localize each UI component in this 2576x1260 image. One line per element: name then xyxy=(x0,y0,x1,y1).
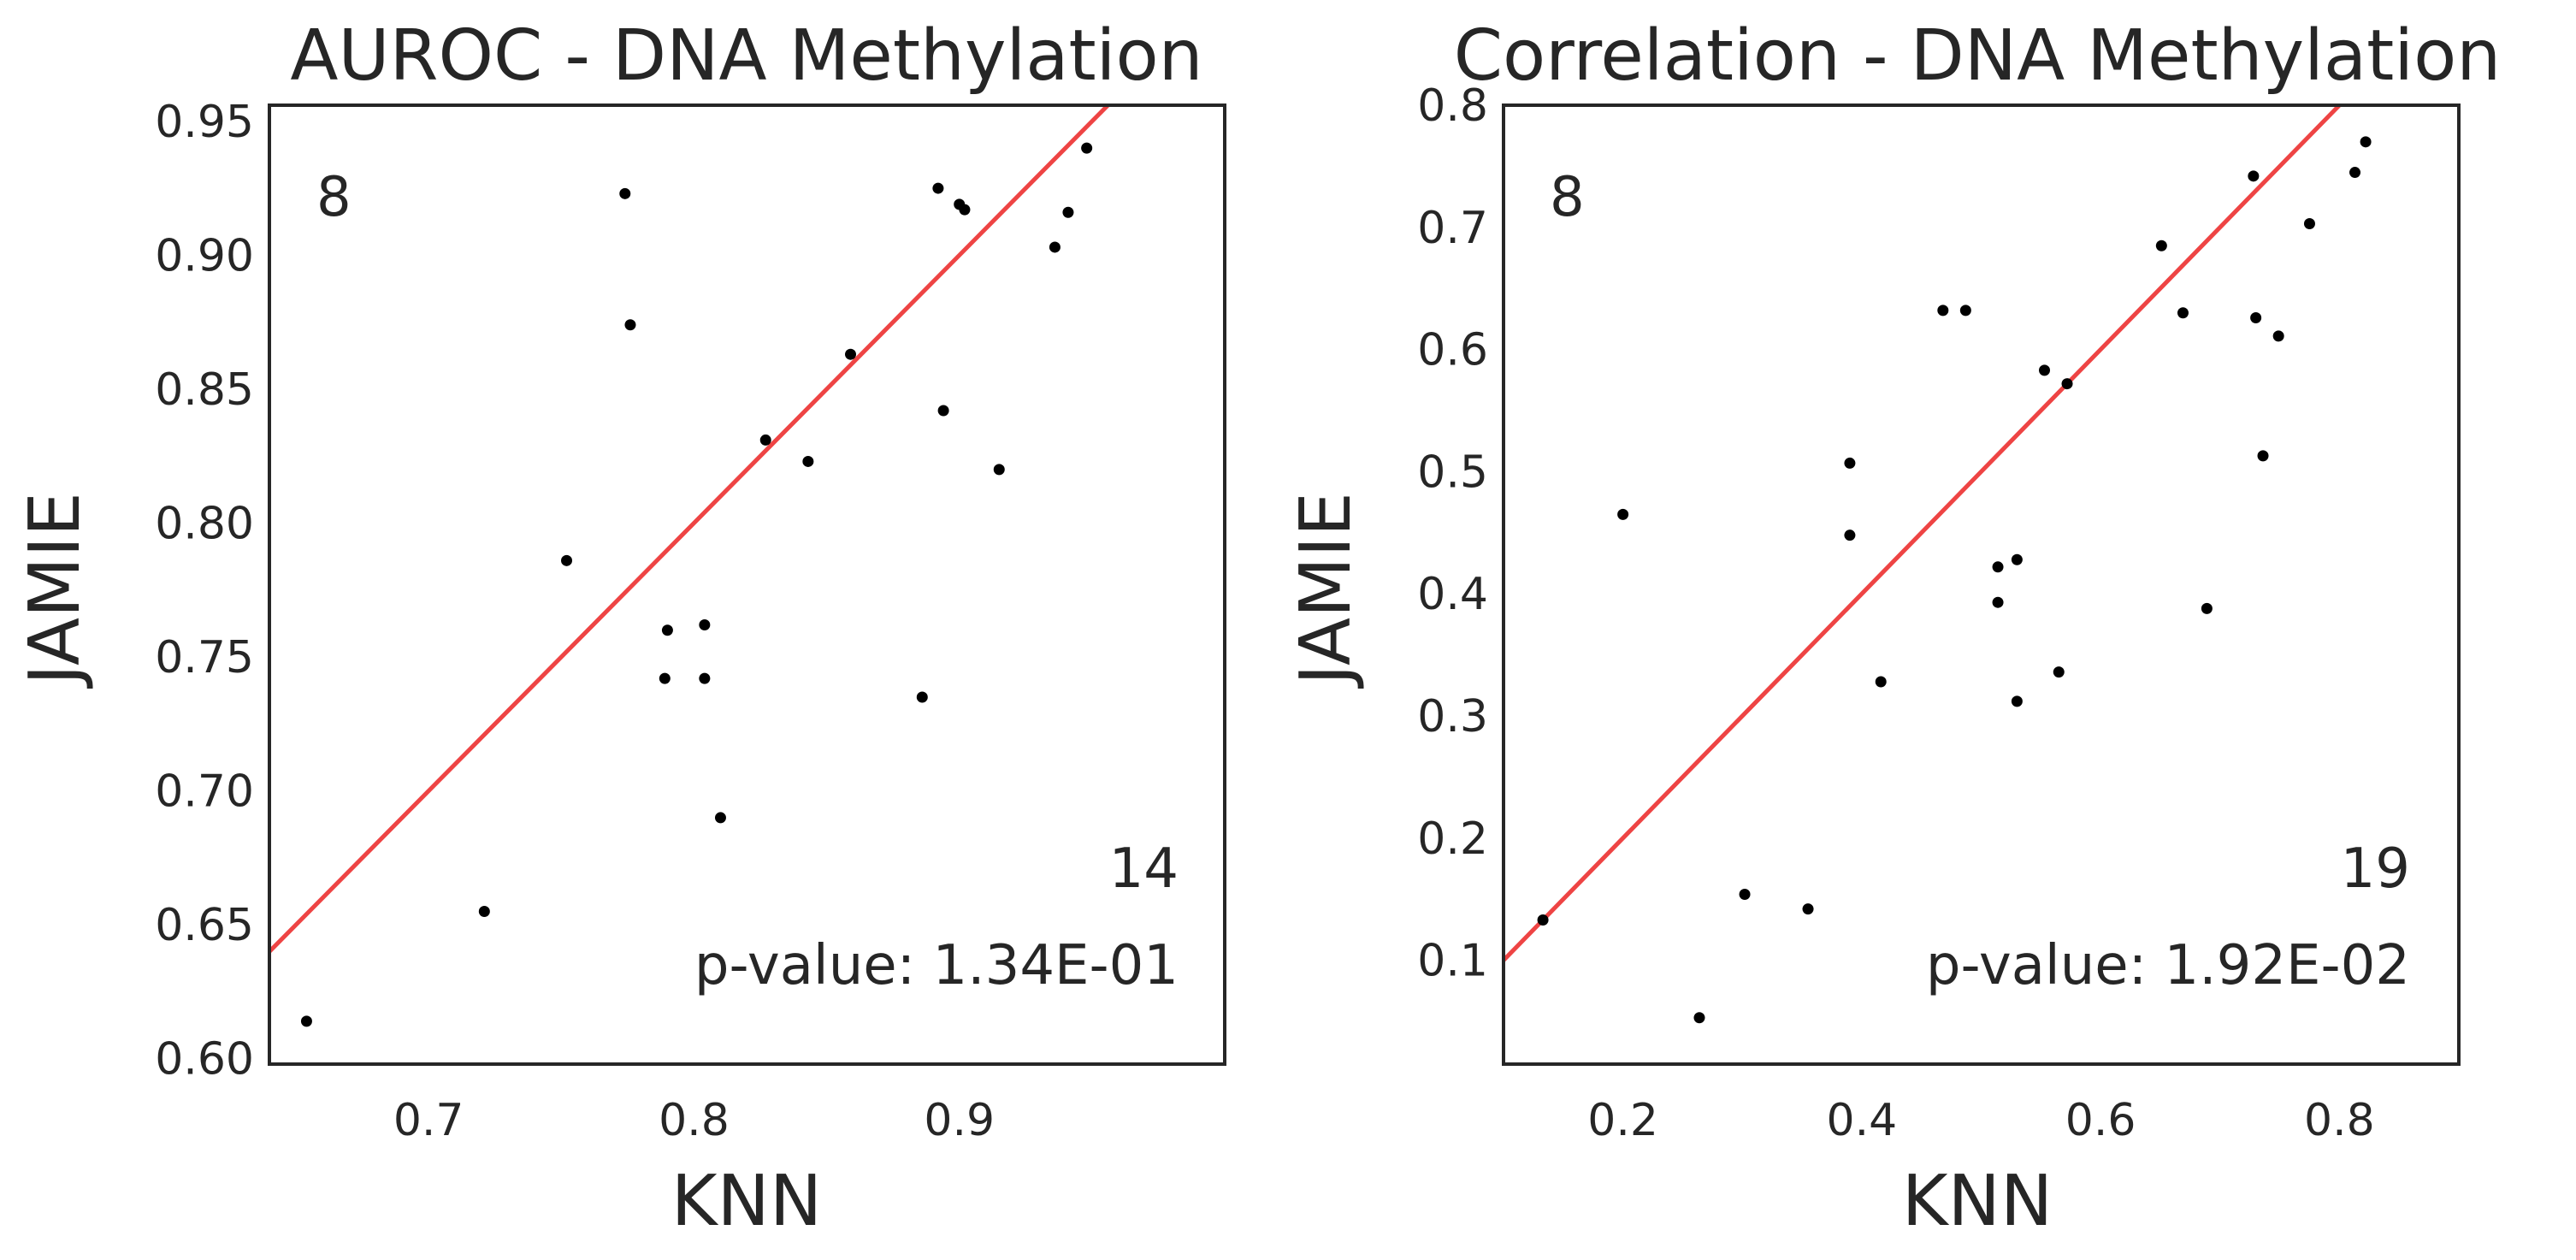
x-tick-label: 0.7 xyxy=(393,1095,464,1146)
x-ticks-correlation: 0.2 0.4 0.6 0.8 xyxy=(1587,1095,2374,1146)
identity-line-auroc xyxy=(269,105,1111,955)
scatter-point xyxy=(300,1015,312,1027)
scatter-point xyxy=(714,812,726,824)
scatter-point xyxy=(1959,305,1971,316)
scatter-point xyxy=(2011,695,2023,707)
scatter-point xyxy=(845,348,857,360)
scatter-point xyxy=(802,455,814,467)
y-tick-label: 0.6 xyxy=(1417,325,1488,376)
y-tick-label: 0.75 xyxy=(155,632,254,683)
scatter-point xyxy=(2011,553,2023,565)
y-tick-label: 0.2 xyxy=(1417,813,1488,865)
y-tick-label: 0.95 xyxy=(155,97,254,148)
scatter-point xyxy=(1844,529,1856,541)
x-tick-label: 0.4 xyxy=(1827,1095,1898,1146)
scatter-point xyxy=(561,554,573,566)
y-ticks-correlation: 0.1 0.2 0.3 0.4 0.5 0.6 0.7 0.8 xyxy=(1417,80,1488,987)
scatter-points-auroc xyxy=(300,142,1093,1027)
x-tick-label: 0.6 xyxy=(2065,1095,2136,1146)
scatter-point xyxy=(2257,450,2269,462)
scatter-point xyxy=(1081,142,1093,154)
scatter-point xyxy=(916,691,928,703)
count-below-label-auroc: 14 xyxy=(1109,837,1179,901)
scatter-point xyxy=(2303,218,2315,230)
scatter-point xyxy=(2039,364,2051,376)
chart-title-correlation: Correlation - DNA Methylation xyxy=(1454,15,2501,97)
scatter-point xyxy=(932,182,944,194)
y-tick-label: 0.65 xyxy=(155,900,254,951)
y-axis-label-auroc: JAMIE xyxy=(15,492,96,689)
scatter-point xyxy=(2201,602,2213,614)
x-tick-label: 0.2 xyxy=(1587,1095,1658,1146)
scatter-point xyxy=(1875,676,1887,688)
scatter-point xyxy=(993,464,1005,476)
scatter-point xyxy=(1992,561,2004,573)
y-tick-label: 0.80 xyxy=(155,498,254,549)
count-above-label-correlation: 8 xyxy=(1550,166,1585,229)
identity-line-correlation xyxy=(1504,105,2343,964)
scatter-point xyxy=(1062,206,1074,218)
scatter-point xyxy=(1992,596,2004,608)
plot-frame-correlation xyxy=(1502,104,2461,1066)
y-tick-label: 0.60 xyxy=(155,1034,254,1085)
scatter-points-correlation xyxy=(1537,136,2372,1024)
scatter-point xyxy=(2250,311,2262,323)
y-tick-label: 0.85 xyxy=(155,364,254,416)
scatter-point xyxy=(2061,378,2073,390)
x-ticks-auroc: 0.7 0.8 0.9 xyxy=(393,1095,995,1146)
y-tick-label: 0.3 xyxy=(1417,691,1488,742)
scatter-point xyxy=(1693,1012,1705,1024)
y-tick-label: 0.8 xyxy=(1417,80,1488,132)
scatter-point xyxy=(661,624,673,636)
plot-frame-auroc xyxy=(268,104,1226,1066)
scatter-point xyxy=(937,405,949,417)
scatter-point xyxy=(1049,241,1061,253)
scatter-point xyxy=(2349,167,2361,179)
x-tick-label: 0.8 xyxy=(2304,1095,2375,1146)
scatter-point xyxy=(1802,903,1814,915)
scatter-point xyxy=(1739,889,1751,901)
count-below-label-correlation: 19 xyxy=(2341,837,2410,901)
scatter-point xyxy=(699,618,711,630)
pvalue-label-correlation: p-value: 1.92E-02 xyxy=(1926,934,2410,997)
y-axis-label-correlation: JAMIE xyxy=(1285,492,1367,689)
scatter-point xyxy=(699,672,711,684)
scatter-point xyxy=(1617,508,1629,520)
y-tick-label: 0.90 xyxy=(155,230,254,281)
x-axis-label-auroc: KNN xyxy=(671,1161,822,1242)
panel-auroc: 0.7 0.8 0.9 0.600.650.700.750.800.850.900.… xyxy=(15,15,1226,1242)
x-tick-label: 0.8 xyxy=(659,1095,730,1146)
scatter-point xyxy=(1937,305,1949,316)
scatter-point xyxy=(2177,307,2189,319)
y-ticks-auroc: 0.60 0.65 0.70 0.75 0.80 0.85 0.90 0.95 xyxy=(155,97,254,1085)
scatter-point xyxy=(478,906,490,918)
y-tick-label: 0.5 xyxy=(1417,447,1488,498)
panel-correlation: 0.2 0.4 0.6 0.8 0.1 0.2 0.3 0.4 0.5 0.6 0.7 0.8 Co… xyxy=(1285,15,2501,1242)
scatter-point xyxy=(2360,136,2372,148)
y-tick-label: 0.70 xyxy=(155,766,254,818)
scatter-point xyxy=(2272,330,2284,342)
scatter-point xyxy=(2155,240,2167,251)
chart-title-auroc: AUROC - DNA Methylation xyxy=(290,15,1202,97)
scatter-point xyxy=(2053,666,2065,678)
scatter-point xyxy=(624,319,636,331)
scatter-point xyxy=(659,672,671,684)
scatter-point xyxy=(1537,914,1549,926)
scatter-point xyxy=(959,204,971,216)
x-tick-label: 0.9 xyxy=(924,1095,995,1146)
count-above-label-auroc: 8 xyxy=(316,166,352,229)
pvalue-label-auroc: p-value: 1.34E-01 xyxy=(694,934,1179,997)
scatter-point xyxy=(1844,457,1856,469)
y-tick-label: 0.4 xyxy=(1417,569,1488,620)
scatter-point xyxy=(759,434,771,446)
x-axis-label-correlation: KNN xyxy=(1902,1161,2053,1242)
y-tick-label: 0.1 xyxy=(1417,936,1488,987)
scatter-point xyxy=(2248,170,2260,182)
scatter-point xyxy=(619,187,631,199)
y-tick-label: 0.7 xyxy=(1417,203,1488,254)
